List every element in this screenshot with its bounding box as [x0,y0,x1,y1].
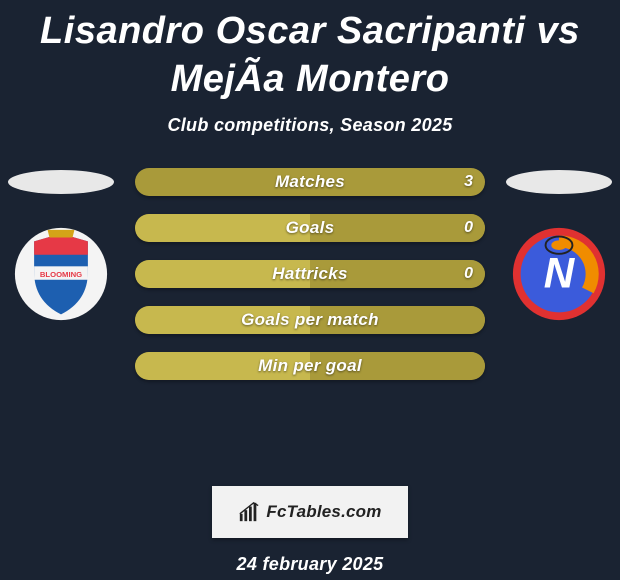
stat-row: Min per goal [135,352,485,380]
stats-list: Matches3Goals0Hattricks0Goals per matchM… [135,168,485,398]
stat-label: Min per goal [135,352,485,380]
shield-icon: BLOOMING [13,226,109,322]
stat-label: Goals per match [135,306,485,334]
svg-text:N: N [544,249,576,296]
stat-value-right: 0 [464,214,473,242]
comparison-panel: BLOOMING N Matches3Goals0Hattricks0Goals… [0,168,620,478]
stat-row: Goals per match [135,306,485,334]
comparison-date: 24 february 2025 [0,554,620,575]
stat-label: Matches [135,168,485,196]
right-column: N [504,168,614,322]
stat-row: Hattricks0 [135,260,485,288]
branding-text: FcTables.com [266,502,381,522]
stat-row: Goals0 [135,214,485,242]
bar-chart-icon [238,501,260,523]
left-column: BLOOMING [6,168,116,322]
team-crest-left: BLOOMING [13,226,109,322]
team-crest-right: N [511,226,607,322]
stat-value-right: 0 [464,260,473,288]
stat-row: Matches3 [135,168,485,196]
page-title: Lisandro Oscar Sacripanti vs MejÃ­a Mont… [0,0,620,103]
shield-icon: N [511,226,607,322]
branding-badge[interactable]: FcTables.com [212,486,408,538]
player-photo-right [506,170,612,194]
stat-label: Hattricks [135,260,485,288]
svg-text:BLOOMING: BLOOMING [40,270,82,279]
stat-label: Goals [135,214,485,242]
stat-value-right: 3 [464,168,473,196]
player-photo-left [8,170,114,194]
subtitle: Club competitions, Season 2025 [0,115,620,136]
